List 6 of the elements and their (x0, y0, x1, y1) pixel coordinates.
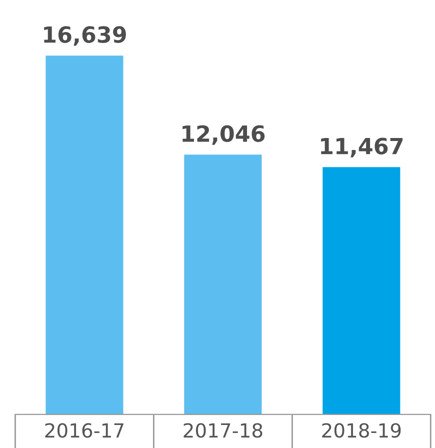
data-label: 16,639 (44, 26, 126, 46)
x-tick-label: 2017-18 (184, 423, 262, 438)
x-tick-label: 2018-19 (322, 423, 401, 438)
data-label: 11,467 (321, 138, 403, 158)
x-tick-label: 2016-17 (45, 423, 124, 438)
data-label: 12,046 (182, 125, 265, 145)
